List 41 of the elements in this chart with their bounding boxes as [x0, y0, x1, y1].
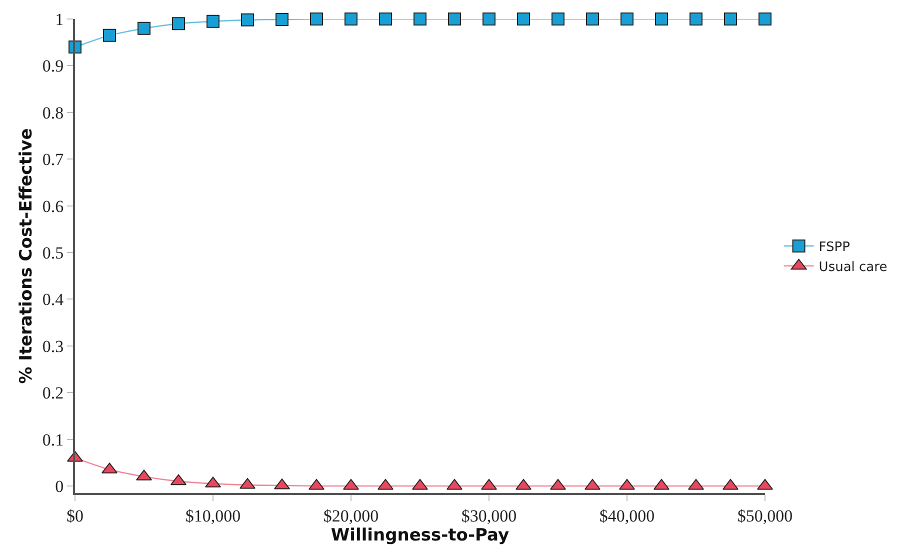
x-tick-label: $10,000: [185, 506, 241, 526]
y-tick-label: 0.4: [42, 290, 64, 310]
x-axis-title: Willingness-to-Pay: [330, 525, 510, 546]
point: [482, 12, 496, 26]
point: [344, 12, 358, 26]
y-tick-label: 0.3: [42, 336, 64, 356]
point: [517, 12, 530, 26]
point: [758, 12, 772, 26]
y-tick-label: 0.7: [42, 150, 64, 170]
point: [724, 12, 737, 26]
y-tick-label: 0: [55, 476, 64, 496]
point: [620, 12, 634, 26]
legend-label: FSPP: [818, 240, 850, 256]
y-tick-label: 0.6: [42, 196, 64, 216]
legend-label: Usual care: [818, 260, 888, 275]
y-tick-label: 0.9: [42, 56, 64, 76]
y-tick-label: 1: [55, 10, 64, 29]
x-tick-label: $30,000: [461, 506, 517, 526]
point: [103, 28, 116, 42]
point: [414, 12, 426, 26]
point: [586, 12, 599, 26]
point: [310, 12, 323, 26]
point: [276, 12, 288, 26]
point: [241, 13, 254, 26]
point: [206, 14, 220, 28]
y-tick-label: 0.5: [42, 243, 64, 262]
y-tick-label: 0.1: [42, 430, 64, 450]
x-tick-label: $50,000: [737, 506, 793, 526]
point: [448, 12, 461, 26]
x-tick-label: $40,000: [599, 506, 655, 526]
point: [379, 12, 392, 26]
y-axis-title: % Iterations Cost-Effective: [16, 128, 36, 384]
point: [552, 12, 564, 26]
x-tick-label: $0: [66, 506, 84, 526]
point: [172, 17, 185, 30]
x-tick-label: $20,000: [323, 506, 379, 526]
y-tick-label: 0.2: [42, 384, 64, 403]
point: [690, 12, 702, 26]
point: [138, 22, 150, 35]
y-tick-label: 0.8: [42, 103, 64, 122]
point: [655, 12, 668, 26]
